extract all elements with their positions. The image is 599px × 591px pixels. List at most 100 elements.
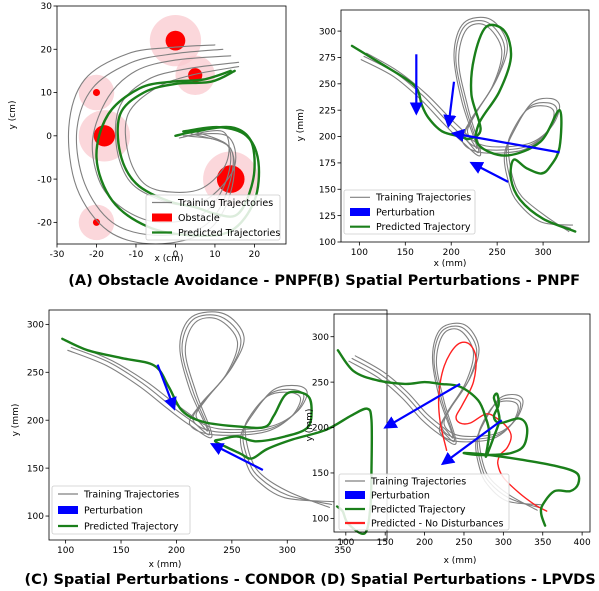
xlabel-a: x (cm) xyxy=(155,254,184,264)
y-tick-label: 225 xyxy=(319,106,336,116)
y-tick-label: 100 xyxy=(319,238,336,248)
y-tick-label: 200 xyxy=(312,424,329,434)
legend-label: Perturbation xyxy=(371,490,430,501)
series-line-training xyxy=(70,314,333,506)
legend-swatch xyxy=(350,208,370,216)
series-line-training xyxy=(363,20,572,229)
plot-content xyxy=(350,16,577,233)
y-tick-label: 30 xyxy=(41,2,53,12)
y-tick-label: 250 xyxy=(319,80,336,90)
perturbation-arrow xyxy=(209,443,264,472)
ylabel-b: y (mm) xyxy=(296,109,306,142)
panel-d: 100 150 200 250 300 350 400 100 150 200 250 300 Trai… xyxy=(305,313,596,588)
xlabel-d: x (mm) xyxy=(444,556,477,566)
legend-label: Predicted Trajectory xyxy=(371,504,466,515)
x-tick-label: 200 xyxy=(168,546,185,556)
x-tick-label: 150 xyxy=(112,546,129,556)
legend-box xyxy=(145,194,281,241)
x-tick-label: -10 xyxy=(129,250,144,260)
legend-label: Predicted Trajectory xyxy=(84,521,179,532)
caption-d: (D) Spatial Perturbations - LPVDS xyxy=(320,572,595,588)
xlabel-b: x (mm) xyxy=(434,259,467,269)
obstacle-marker xyxy=(92,218,101,226)
perturbation-arrow xyxy=(450,128,560,154)
series-line-predicted xyxy=(336,349,581,527)
y-tick-label: 250 xyxy=(27,368,44,378)
x-tick-label: 250 xyxy=(455,538,472,548)
ylabel-d: y (mm) xyxy=(305,409,315,442)
x-tick-label: 100 xyxy=(57,546,74,556)
legend-swatch xyxy=(152,213,172,222)
panel-c: 100 150 200 250 300 350100150200250300Trainin… xyxy=(11,309,388,588)
series-line-training xyxy=(73,311,335,503)
x-tick-label: 400 xyxy=(574,538,591,548)
series-line-training xyxy=(67,44,235,244)
series-line-training xyxy=(75,48,234,237)
x-tick-label: 0 xyxy=(173,250,179,260)
perturbation-arrow xyxy=(469,161,509,183)
x-tick-label: -30 xyxy=(50,250,65,260)
series-line-predicted xyxy=(350,23,577,233)
perturbation-arrow xyxy=(443,81,457,129)
plot-area-c: 100 150 200 250 300 350100150200250300Trainin… xyxy=(27,309,388,556)
ylabel-a: y (cm) xyxy=(8,101,18,130)
legend-swatch xyxy=(58,506,78,514)
y-tick-label: -20 xyxy=(37,219,52,229)
axes-frame xyxy=(56,5,287,245)
axes-frame xyxy=(333,313,591,533)
caption-c: (C) Spatial Perturbations - CONDOR xyxy=(25,572,316,588)
legend-label: Training Trajectories xyxy=(83,489,179,500)
obstacle-marker xyxy=(165,30,186,51)
y-tick-label: 150 xyxy=(312,469,329,479)
xlabel-c: x (mm) xyxy=(149,560,182,570)
series-line-training xyxy=(114,61,240,206)
y-tick-label: 300 xyxy=(27,321,44,331)
x-tick-label: 200 xyxy=(443,248,460,258)
x-tick-label: 10 xyxy=(209,250,221,260)
legend-label: Obstacle xyxy=(178,213,220,224)
legend-label: Perturbation xyxy=(84,505,143,516)
legend-label: Predicted Trajectories xyxy=(178,228,280,239)
y-tick-label: 300 xyxy=(319,27,336,37)
perturbation-arrow xyxy=(440,419,503,466)
x-tick-label: 250 xyxy=(489,248,506,258)
panel-a: -30 -20 -10 0 10 20 -20 -10 0 10 20 30 Training Traj… xyxy=(8,2,318,289)
obstacle-marker xyxy=(92,88,101,97)
caption-a: (A) Obstacle Avoidance - PNPF xyxy=(68,273,317,289)
y-tick-label: 200 xyxy=(27,416,44,426)
y-tick-label: 125 xyxy=(319,212,336,222)
legend-label: Training Trajectories xyxy=(177,198,273,209)
plot-content xyxy=(336,322,581,527)
series-line-training xyxy=(67,317,330,508)
legend-label: Perturbation xyxy=(376,207,435,218)
caption-b: (B) Spatial Perturbations - PNPF xyxy=(316,273,580,289)
plot-area-d: 100 150 200 250 300 350 400 100 150 200 250 300 Trai… xyxy=(312,313,591,548)
x-tick-label: 350 xyxy=(534,538,551,548)
axes-frame xyxy=(340,9,590,243)
plot-area-a: -30 -20 -10 0 10 20 -20 -10 0 10 20 30 Training Traj… xyxy=(37,2,287,260)
y-tick-label: 250 xyxy=(312,378,329,388)
legend-label: Training Trajectories xyxy=(370,476,466,487)
x-tick-label: 100 xyxy=(337,538,354,548)
y-tick-label: 175 xyxy=(319,159,336,169)
legend-label: Predicted Trajectory xyxy=(376,222,471,233)
legend-swatch xyxy=(345,491,365,499)
legend-label: Predicted - No Disturbances xyxy=(371,518,503,529)
y-tick-label: 300 xyxy=(312,333,329,343)
y-tick-label: 100 xyxy=(27,512,44,522)
legend-box xyxy=(338,473,510,531)
x-tick-label: 300 xyxy=(534,248,551,258)
legend-label: Training Trajectories xyxy=(375,193,471,204)
x-tick-label: 150 xyxy=(397,248,414,258)
panel-b: 100 150 200 250 300 100 125 150 175 200 225 250 275 3… xyxy=(296,9,590,289)
ylabel-c: y (mm) xyxy=(11,404,21,437)
y-tick-label: 100 xyxy=(312,515,329,525)
x-tick-label: 350 xyxy=(334,546,351,556)
x-tick-label: 200 xyxy=(416,538,433,548)
y-tick-label: 150 xyxy=(319,185,336,195)
y-tick-label: -10 xyxy=(37,175,52,185)
x-tick-label: 300 xyxy=(279,546,296,556)
series-line-predicted xyxy=(61,337,374,536)
perturbation-arrow xyxy=(383,382,461,429)
